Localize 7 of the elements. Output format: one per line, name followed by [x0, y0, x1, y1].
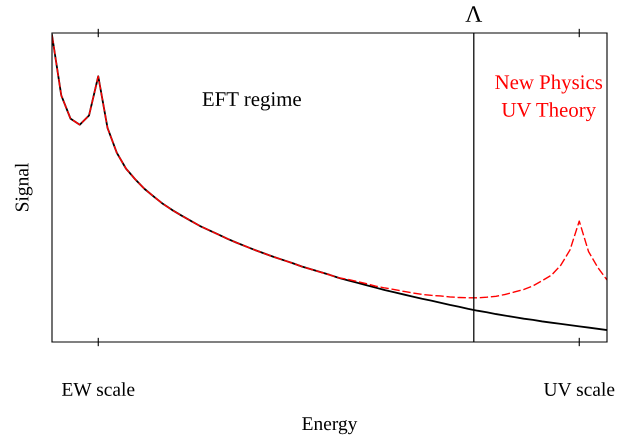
- text: Λ: [465, 6, 482, 22]
- y-axis-title: Signal: [14, 163, 33, 212]
- annotation: New Physics UV Theory: [495, 74, 602, 122]
- x-tick-label: EW scale: [62, 382, 134, 396]
- x-axis-title: Energy: [302, 417, 358, 434]
- annotation: EFT regime: [202, 92, 301, 110]
- x-tick-label: UV scale: [544, 382, 614, 396]
